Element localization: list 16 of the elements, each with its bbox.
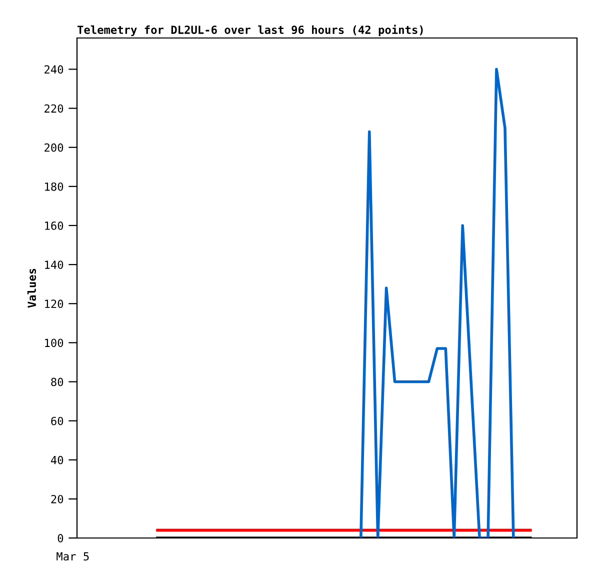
y-tick-label: 40 xyxy=(50,456,64,464)
y-tick-label: 200 xyxy=(44,143,64,152)
y-tick-label: 240 xyxy=(44,65,64,74)
y-tick-label: 220 xyxy=(44,104,64,113)
y-tick-label: 20 xyxy=(51,494,64,504)
y-tick-label: 60 xyxy=(51,416,64,426)
y-tick-label: 80 xyxy=(51,378,64,386)
chart-title: Telemetry for DL2UL-6 over last 96 hours (42 points) xyxy=(77,24,423,36)
y-tick-label: 140 xyxy=(45,260,64,269)
y-tick-label: 180 xyxy=(45,182,64,191)
y-tick-label: 0 xyxy=(58,534,64,542)
y-tick-label: 160 xyxy=(45,222,64,230)
text: Mar 5 xyxy=(56,552,89,561)
y-tick-label: 120 xyxy=(45,300,64,308)
y-axis-title: Values xyxy=(27,268,36,308)
y-tick-label: 100 xyxy=(45,338,64,348)
